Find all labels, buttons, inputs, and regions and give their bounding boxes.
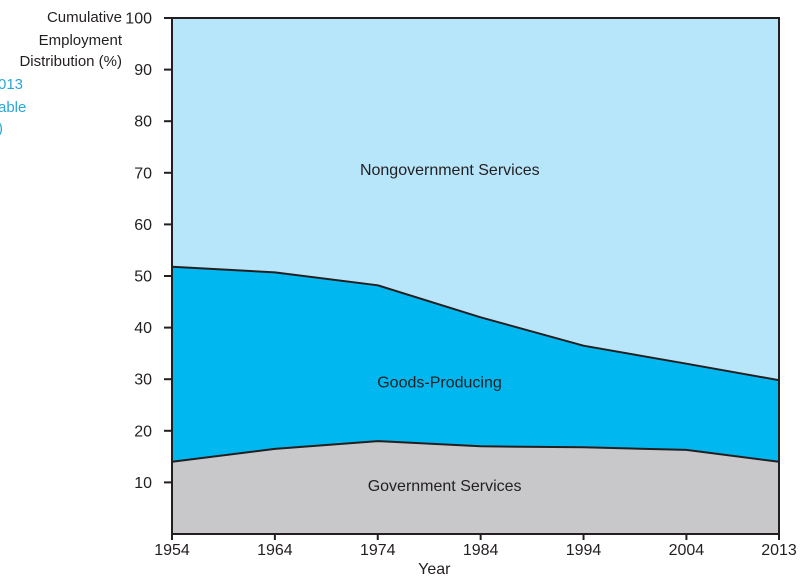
y-tick-label: 30 (134, 372, 152, 389)
region-label-government-services: Government Services (368, 478, 522, 495)
area-layers (172, 18, 779, 534)
boundary-line-goods (171, 265, 780, 382)
boundary-line-government (171, 440, 780, 463)
x-tick-label: 2004 (669, 542, 705, 559)
y-tick-label: 60 (134, 217, 152, 234)
area-government-services (172, 441, 779, 534)
region-label-nongovernment-services: Nongovernment Services (360, 162, 540, 179)
area-goods-producing (172, 266, 779, 462)
y-tick-label: 80 (134, 114, 152, 131)
y-axis-ticks: 10 20 30 40 50 60 70 80 90 100 (125, 11, 172, 492)
x-tick-label: 1994 (566, 542, 602, 559)
cropped-side-text-3: ) (0, 120, 3, 137)
y-tick-label: 70 (134, 165, 152, 182)
x-tick-label: 1984 (463, 542, 499, 559)
x-tick-label: 1964 (257, 542, 293, 559)
x-axis-title: Year (418, 561, 451, 578)
y-tick-label: 10 (134, 475, 152, 492)
y-tick-label: 50 (134, 269, 152, 286)
y-tick-label: 100 (125, 11, 152, 28)
x-axis-ticks: 1954 1964 1974 1984 1994 2004 2013 (154, 534, 797, 559)
cropped-side-text-1: 013 (0, 76, 24, 93)
y-tick-label: 40 (134, 320, 152, 337)
x-tick-label: 1954 (154, 542, 190, 559)
y-axis-label-line-3: Distribution (%) (19, 53, 122, 70)
region-label-goods-producing: Goods-Producing (377, 374, 502, 391)
x-tick-label: 2013 (761, 542, 797, 559)
y-axis-label-line-1: Cumulative (46, 9, 122, 26)
y-tick-label: 90 (134, 62, 152, 79)
y-tick-label: 20 (134, 423, 152, 440)
x-tick-label: 1974 (360, 542, 396, 559)
area-nongovernment-services (172, 18, 779, 381)
y-axis-label-line-2: Employment (38, 32, 122, 49)
boundary-lines (171, 265, 780, 463)
cropped-side-text-2: able (0, 99, 27, 116)
